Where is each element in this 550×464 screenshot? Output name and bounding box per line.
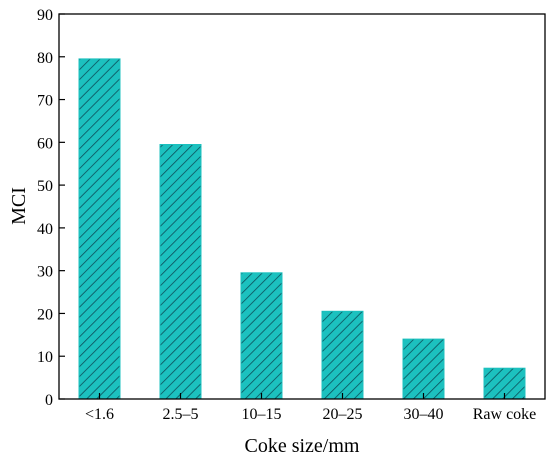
x-tick-label: 20–25 xyxy=(323,406,363,423)
bar-0 xyxy=(78,58,121,400)
y-tick-label: 30 xyxy=(37,264,53,281)
y-tick-label: 50 xyxy=(37,178,53,195)
x-tick-label: 2.5–5 xyxy=(163,406,199,423)
x-axis: <1.6 2.5–5 10–15 20–25 30–40 Raw coke xyxy=(85,393,536,423)
x-tick-label: 10–15 xyxy=(242,406,282,423)
x-tick-label: 30–40 xyxy=(404,406,444,423)
bars-group xyxy=(78,58,526,400)
plot-frame xyxy=(58,13,546,400)
x-tick-label: <1.6 xyxy=(85,406,114,423)
bar-2 xyxy=(240,272,283,400)
y-tick-label: 80 xyxy=(37,50,53,67)
y-tick-label: 0 xyxy=(45,392,53,409)
y-tick-label: 90 xyxy=(37,7,53,24)
y-axis-title: MCI xyxy=(8,187,30,225)
y-axis: 0 10 20 30 40 50 60 70 80 90 xyxy=(37,7,65,409)
x-axis-title: Coke size/mm xyxy=(245,435,360,457)
y-tick-label: 40 xyxy=(37,221,53,238)
bar-1 xyxy=(159,144,202,400)
y-tick-label: 70 xyxy=(37,93,53,110)
y-tick-label: 60 xyxy=(37,135,53,152)
bar-3 xyxy=(321,310,364,400)
y-tick-label: 20 xyxy=(37,306,53,323)
bar-4 xyxy=(402,338,445,400)
y-tick-label: 10 xyxy=(37,349,53,366)
x-tick-label: Raw coke xyxy=(473,406,537,423)
